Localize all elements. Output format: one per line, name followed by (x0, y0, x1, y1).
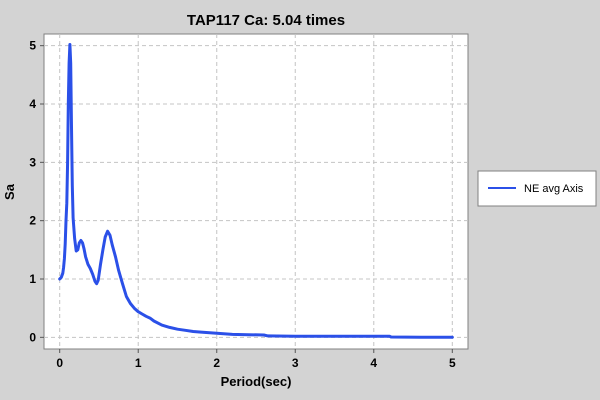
y-tick-label: 2 (29, 214, 36, 228)
y-axis-ticks: 0 1 2 3 4 5 (29, 39, 44, 344)
legend: NE avg Axis (477, 170, 597, 207)
y-tick-label: 0 (29, 330, 36, 344)
y-tick-label: 3 (29, 155, 36, 169)
x-tick-label: 4 (370, 356, 377, 370)
x-tick-label: 1 (135, 356, 142, 370)
series-layer (58, 43, 454, 339)
x-tick-label: 0 (56, 356, 63, 370)
chart-title: TAP117 Ca: 5.04 times (187, 12, 345, 29)
y-tick-label: 5 (29, 39, 36, 53)
plot-area (43, 33, 469, 350)
x-axis-ticks: 0 1 2 3 4 5 (56, 349, 456, 370)
x-axis-label: Period(sec) (221, 374, 292, 389)
y-axis-label: Sa (2, 183, 17, 200)
y-tick-label: 4 (29, 97, 36, 111)
x-tick-label: 5 (449, 356, 456, 370)
x-tick-label: 2 (213, 356, 220, 370)
legend-label: NE avg Axis (524, 183, 584, 195)
grid-lines (44, 34, 468, 349)
y-tick-label: 1 (29, 272, 36, 286)
x-tick-label: 3 (292, 356, 299, 370)
series-line (58, 43, 454, 339)
